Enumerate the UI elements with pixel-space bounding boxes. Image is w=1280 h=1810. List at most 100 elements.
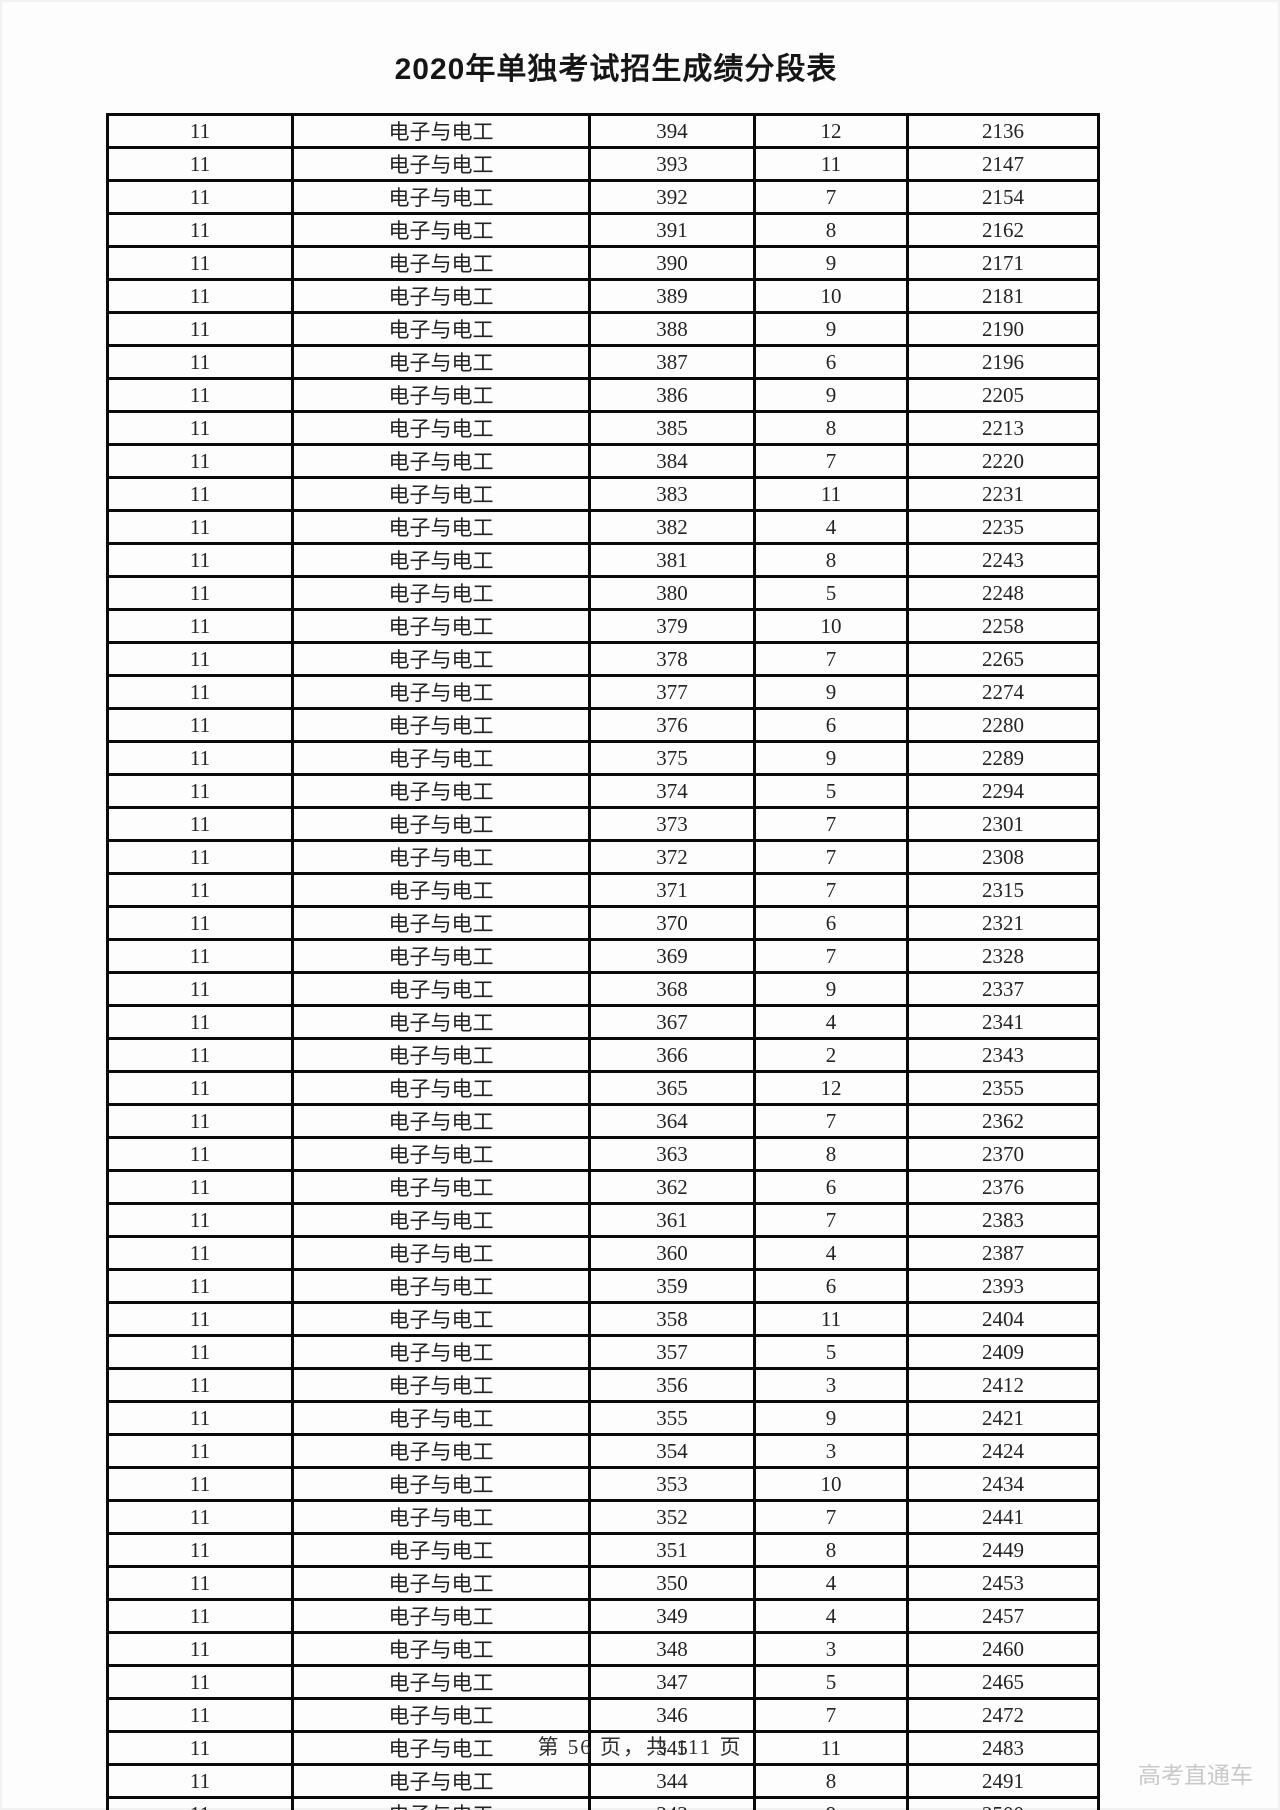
cell-score: 393 [588, 146, 756, 182]
cell-cumulative-count: 2370 [906, 1136, 1100, 1172]
cell-major-name: 电子与电工 [291, 608, 591, 644]
cell-cumulative-count: 2248 [906, 575, 1100, 611]
cell-category-code: 11 [106, 839, 294, 875]
cell-category-code: 11 [106, 905, 294, 941]
cell-major-name: 电子与电工 [291, 1334, 591, 1370]
cell-major-name: 电子与电工 [291, 773, 591, 809]
cell-score: 360 [588, 1235, 756, 1271]
cell-cumulative-count: 2205 [906, 377, 1100, 413]
cell-cumulative-count: 2154 [906, 179, 1100, 215]
cell-cumulative-count: 2449 [906, 1532, 1100, 1568]
table-row: 11 电子与电工 345 11 2483 [106, 1730, 1100, 1766]
cell-category-code: 11 [106, 344, 294, 380]
table-row: 11 电子与电工 376 6 2280 [106, 707, 1100, 743]
cell-count: 8 [753, 1136, 909, 1172]
table-row: 11 电子与电工 379 10 2258 [106, 608, 1100, 644]
cell-cumulative-count: 2235 [906, 509, 1100, 545]
cell-score: 367 [588, 1004, 756, 1040]
cell-category-code: 11 [106, 1664, 294, 1700]
cell-category-code: 11 [106, 806, 294, 842]
cell-category-code: 11 [106, 1400, 294, 1436]
cell-count: 12 [753, 113, 909, 149]
cell-category-code: 11 [106, 971, 294, 1007]
cell-major-name: 电子与电工 [291, 971, 591, 1007]
table-row: 11 电子与电工 363 8 2370 [106, 1136, 1100, 1172]
cell-cumulative-count: 2355 [906, 1070, 1100, 1106]
score-table-body: 11 电子与电工 394 12 2136 11 电子与电工 393 11 214… [106, 113, 1100, 1810]
table-row: 11 电子与电工 355 9 2421 [106, 1400, 1100, 1436]
table-row: 11 电子与电工 360 4 2387 [106, 1235, 1100, 1271]
table-row: 11 电子与电工 346 7 2472 [106, 1697, 1100, 1733]
cell-cumulative-count: 2500 [906, 1796, 1100, 1810]
cell-count: 5 [753, 1664, 909, 1700]
cell-count: 6 [753, 1268, 909, 1304]
table-row: 11 电子与电工 382 4 2235 [106, 509, 1100, 545]
cell-major-name: 电子与电工 [291, 1367, 591, 1403]
cell-category-code: 11 [106, 608, 294, 644]
cell-count: 9 [753, 377, 909, 413]
cell-score: 385 [588, 410, 756, 446]
cell-major-name: 电子与电工 [291, 641, 591, 677]
cell-cumulative-count: 2220 [906, 443, 1100, 479]
cell-count: 7 [753, 1202, 909, 1238]
cell-cumulative-count: 2289 [906, 740, 1100, 776]
table-row: 11 电子与电工 354 3 2424 [106, 1433, 1100, 1469]
cell-score: 351 [588, 1532, 756, 1568]
table-row: 11 电子与电工 365 12 2355 [106, 1070, 1100, 1106]
cell-count: 6 [753, 905, 909, 941]
cell-category-code: 11 [106, 1334, 294, 1370]
cell-count: 6 [753, 1169, 909, 1205]
cell-count: 6 [753, 344, 909, 380]
cell-category-code: 11 [106, 1004, 294, 1040]
cell-category-code: 11 [106, 113, 294, 149]
cell-cumulative-count: 2243 [906, 542, 1100, 578]
cell-category-code: 11 [106, 1136, 294, 1172]
cell-count: 9 [753, 971, 909, 1007]
cell-major-name: 电子与电工 [291, 1664, 591, 1700]
cell-major-name: 电子与电工 [291, 509, 591, 545]
cell-cumulative-count: 2258 [906, 608, 1100, 644]
cell-cumulative-count: 2383 [906, 1202, 1100, 1238]
cell-major-name: 电子与电工 [291, 1070, 591, 1106]
cell-category-code: 11 [106, 1070, 294, 1106]
cell-category-code: 11 [106, 1235, 294, 1271]
cell-major-name: 电子与电工 [291, 377, 591, 413]
cell-major-name: 电子与电工 [291, 1730, 591, 1766]
cell-category-code: 11 [106, 1301, 294, 1337]
table-row: 11 电子与电工 351 8 2449 [106, 1532, 1100, 1568]
table-row: 11 电子与电工 385 8 2213 [106, 410, 1100, 446]
cell-count: 8 [753, 410, 909, 446]
cell-category-code: 11 [106, 410, 294, 446]
cell-category-code: 11 [106, 1499, 294, 1535]
cell-cumulative-count: 2147 [906, 146, 1100, 182]
cell-score: 346 [588, 1697, 756, 1733]
cell-major-name: 电子与电工 [291, 443, 591, 479]
table-row: 11 电子与电工 378 7 2265 [106, 641, 1100, 677]
cell-category-code: 11 [106, 740, 294, 776]
table-row: 11 电子与电工 383 11 2231 [106, 476, 1100, 512]
cell-cumulative-count: 2441 [906, 1499, 1100, 1535]
table-row: 11 电子与电工 361 7 2383 [106, 1202, 1100, 1238]
cell-cumulative-count: 2181 [906, 278, 1100, 314]
cell-major-name: 电子与电工 [291, 1565, 591, 1601]
table-row: 11 电子与电工 349 4 2457 [106, 1598, 1100, 1634]
cell-cumulative-count: 2341 [906, 1004, 1100, 1040]
cell-score: 383 [588, 476, 756, 512]
cell-major-name: 电子与电工 [291, 278, 591, 314]
table-row: 11 电子与电工 389 10 2181 [106, 278, 1100, 314]
cell-category-code: 11 [106, 1103, 294, 1139]
table-row: 11 电子与电工 386 9 2205 [106, 377, 1100, 413]
cell-score: 376 [588, 707, 756, 743]
cell-score: 384 [588, 443, 756, 479]
cell-major-name: 电子与电工 [291, 1169, 591, 1205]
cell-cumulative-count: 2321 [906, 905, 1100, 941]
cell-category-code: 11 [106, 1697, 294, 1733]
cell-cumulative-count: 2171 [906, 245, 1100, 281]
cell-category-code: 11 [106, 1433, 294, 1469]
cell-score: 381 [588, 542, 756, 578]
cell-category-code: 11 [106, 1037, 294, 1073]
cell-score: 364 [588, 1103, 756, 1139]
cell-count: 5 [753, 1334, 909, 1370]
table-row: 11 电子与电工 347 5 2465 [106, 1664, 1100, 1700]
table-row: 11 电子与电工 343 9 2500 [106, 1796, 1100, 1810]
